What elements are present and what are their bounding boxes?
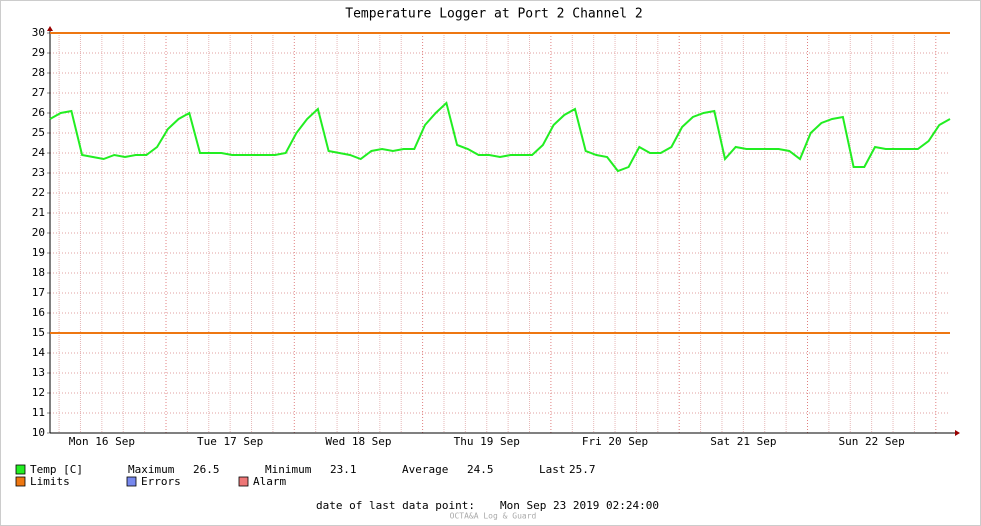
legend-label: Limits bbox=[30, 475, 70, 488]
y-tick-label: 24 bbox=[32, 146, 46, 159]
y-tick-label: 11 bbox=[32, 406, 45, 419]
watermark: OCTA&A Log & Guard bbox=[450, 512, 537, 521]
y-tick-label: 28 bbox=[32, 66, 45, 79]
y-tick-label: 17 bbox=[32, 286, 45, 299]
legend-swatch bbox=[238, 476, 249, 487]
y-tick-label: 27 bbox=[32, 86, 45, 99]
y-tick-label: 19 bbox=[32, 246, 45, 259]
y-tick-label: 30 bbox=[32, 26, 45, 39]
x-tick-label: Tue 17 Sep bbox=[197, 435, 263, 448]
y-axis-arrow bbox=[47, 26, 53, 31]
y-tick-label: 22 bbox=[32, 186, 45, 199]
y-tick-label: 10 bbox=[32, 426, 45, 439]
x-tick-label: Wed 18 Sep bbox=[325, 435, 391, 448]
stat-label: Last bbox=[539, 463, 566, 476]
legend-label: Errors bbox=[141, 475, 181, 488]
y-tick-label: 21 bbox=[32, 206, 45, 219]
x-tick-label: Thu 19 Sep bbox=[454, 435, 520, 448]
stat-value: 23.1 bbox=[330, 463, 357, 476]
y-tick-label: 25 bbox=[32, 126, 45, 139]
stat-label: Minimum bbox=[265, 463, 312, 476]
legend-swatch bbox=[15, 464, 26, 475]
stat-label: Average bbox=[402, 463, 448, 476]
x-tick-label: Sat 21 Sep bbox=[710, 435, 776, 448]
x-tick-label: Fri 20 Sep bbox=[582, 435, 648, 448]
legend-label: Temp [C] bbox=[30, 463, 83, 476]
x-tick-label: Mon 16 Sep bbox=[69, 435, 135, 448]
y-tick-label: 14 bbox=[32, 346, 46, 359]
y-tick-label: 15 bbox=[32, 326, 45, 339]
legend-swatch bbox=[126, 476, 137, 487]
stat-label: Maximum bbox=[128, 463, 175, 476]
legend-label: Alarm bbox=[253, 475, 286, 488]
y-tick-label: 23 bbox=[32, 166, 45, 179]
stat-value: 26.5 bbox=[193, 463, 220, 476]
legend-swatch bbox=[15, 476, 26, 487]
y-tick-label: 16 bbox=[32, 306, 45, 319]
temp-line bbox=[49, 101, 951, 173]
y-tick-label: 26 bbox=[32, 106, 45, 119]
stat-value: 25.7 bbox=[569, 463, 596, 476]
y-tick-label: 29 bbox=[32, 46, 45, 59]
footer-label: date of last data point: bbox=[316, 499, 475, 512]
y-tick-label: 13 bbox=[32, 366, 45, 379]
x-tick-label: Sun 22 Sep bbox=[839, 435, 905, 448]
chart-title: Temperature Logger at Port 2 Channel 2 bbox=[345, 7, 642, 22]
y-tick-label: 18 bbox=[32, 266, 45, 279]
x-axis-arrow bbox=[955, 430, 960, 436]
footer-value: Mon Sep 23 2019 02:24:00 bbox=[500, 499, 659, 512]
stat-value: 24.5 bbox=[467, 463, 494, 476]
y-tick-label: 12 bbox=[32, 386, 45, 399]
y-tick-label: 20 bbox=[32, 226, 45, 239]
